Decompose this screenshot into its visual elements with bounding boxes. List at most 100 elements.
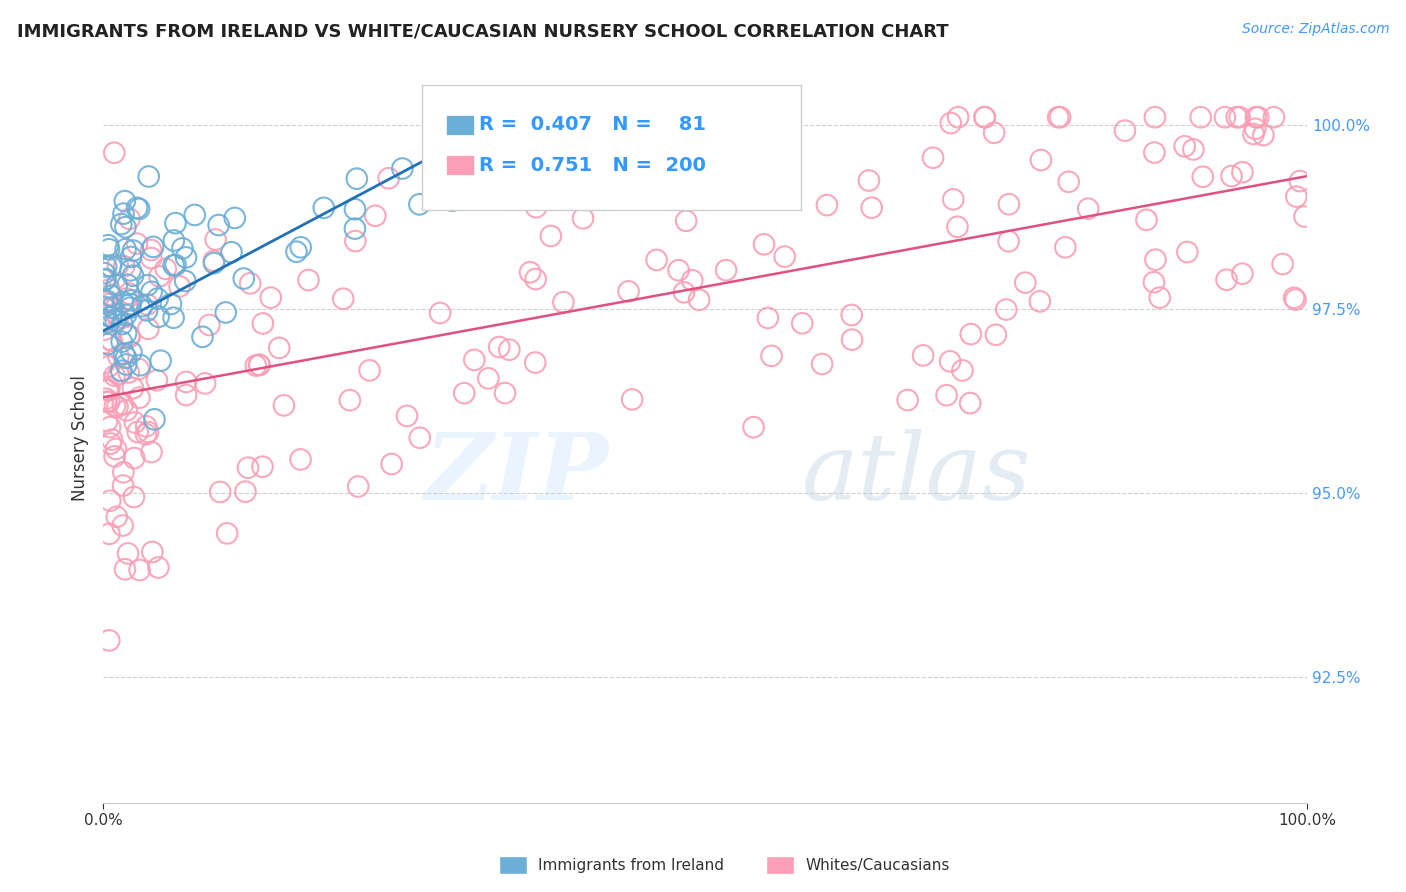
Point	[112, 260, 135, 274]
Point	[858, 173, 880, 187]
Point	[939, 354, 962, 368]
Point	[952, 363, 974, 377]
Point	[117, 546, 139, 560]
Point	[202, 256, 225, 270]
Point	[162, 310, 184, 325]
Point	[1057, 175, 1080, 189]
Point	[215, 305, 238, 319]
Point	[165, 258, 187, 272]
Point	[125, 201, 148, 215]
Point	[1175, 245, 1198, 260]
Point	[114, 220, 136, 235]
Point	[93, 313, 115, 327]
Point	[162, 258, 184, 272]
Point	[96, 293, 118, 308]
Point	[96, 395, 118, 409]
Point	[97, 383, 120, 397]
Point	[1144, 252, 1167, 267]
Point	[1215, 273, 1237, 287]
Point	[408, 197, 430, 211]
Point	[1149, 291, 1171, 305]
Point	[135, 427, 157, 442]
Point	[114, 562, 136, 576]
Point	[97, 383, 120, 397]
Text: ZIP: ZIP	[425, 429, 609, 519]
Point	[93, 356, 115, 370]
Point	[312, 201, 335, 215]
Point	[93, 300, 115, 314]
Text: atlas: atlas	[801, 429, 1031, 519]
Point	[391, 161, 413, 176]
Point	[235, 484, 257, 499]
Point	[1284, 293, 1306, 307]
Point	[1271, 257, 1294, 271]
Point	[912, 348, 935, 362]
Point	[224, 211, 246, 225]
Point	[148, 269, 170, 284]
Point	[1077, 202, 1099, 216]
Point	[332, 292, 354, 306]
Point	[741, 191, 763, 205]
Point	[118, 286, 141, 301]
Point	[1232, 267, 1254, 281]
Point	[1244, 121, 1267, 136]
Point	[103, 368, 125, 383]
Point	[100, 289, 122, 303]
Point	[101, 301, 124, 315]
Point	[103, 145, 125, 160]
Point	[103, 450, 125, 464]
Point	[1029, 294, 1052, 309]
Point	[395, 409, 418, 423]
Point	[217, 526, 239, 541]
Point	[247, 358, 270, 372]
Point	[572, 211, 595, 226]
Point	[120, 297, 142, 311]
Text: IMMIGRANTS FROM IRELAND VS WHITE/CAUCASIAN NURSERY SCHOOL CORRELATION CHART: IMMIGRANTS FROM IRELAND VS WHITE/CAUCASI…	[17, 22, 949, 40]
Point	[169, 279, 191, 293]
Point	[96, 414, 118, 428]
Point	[1282, 291, 1305, 305]
Point	[112, 207, 135, 221]
Point	[115, 326, 138, 341]
Point	[269, 341, 291, 355]
Point	[617, 285, 640, 299]
Point	[93, 309, 115, 323]
Point	[117, 277, 139, 292]
Point	[136, 322, 159, 336]
Point	[339, 393, 361, 408]
Point	[290, 452, 312, 467]
Point	[343, 221, 366, 235]
Point	[125, 236, 148, 251]
Point	[194, 376, 217, 391]
Point	[488, 340, 510, 354]
Point	[115, 351, 138, 365]
Point	[973, 110, 995, 124]
Point	[149, 353, 172, 368]
Point	[429, 306, 451, 320]
Point	[752, 237, 775, 252]
Point	[1289, 174, 1312, 188]
Point	[146, 292, 169, 306]
Point	[163, 234, 186, 248]
Point	[1294, 210, 1316, 224]
Point	[111, 518, 134, 533]
Point	[973, 110, 995, 124]
Point	[120, 250, 142, 264]
Point	[93, 323, 115, 337]
Point	[359, 363, 381, 377]
Point	[984, 327, 1007, 342]
Point	[208, 218, 231, 232]
Point	[138, 169, 160, 184]
Point	[107, 310, 129, 325]
Point	[1263, 110, 1285, 124]
Point	[498, 343, 520, 357]
Point	[524, 355, 547, 369]
Point	[118, 328, 141, 343]
Point	[441, 194, 464, 208]
Point	[252, 459, 274, 474]
Point	[942, 192, 965, 206]
Point	[742, 420, 765, 434]
Point	[96, 260, 118, 274]
Point	[118, 211, 141, 226]
Point	[1229, 110, 1251, 124]
